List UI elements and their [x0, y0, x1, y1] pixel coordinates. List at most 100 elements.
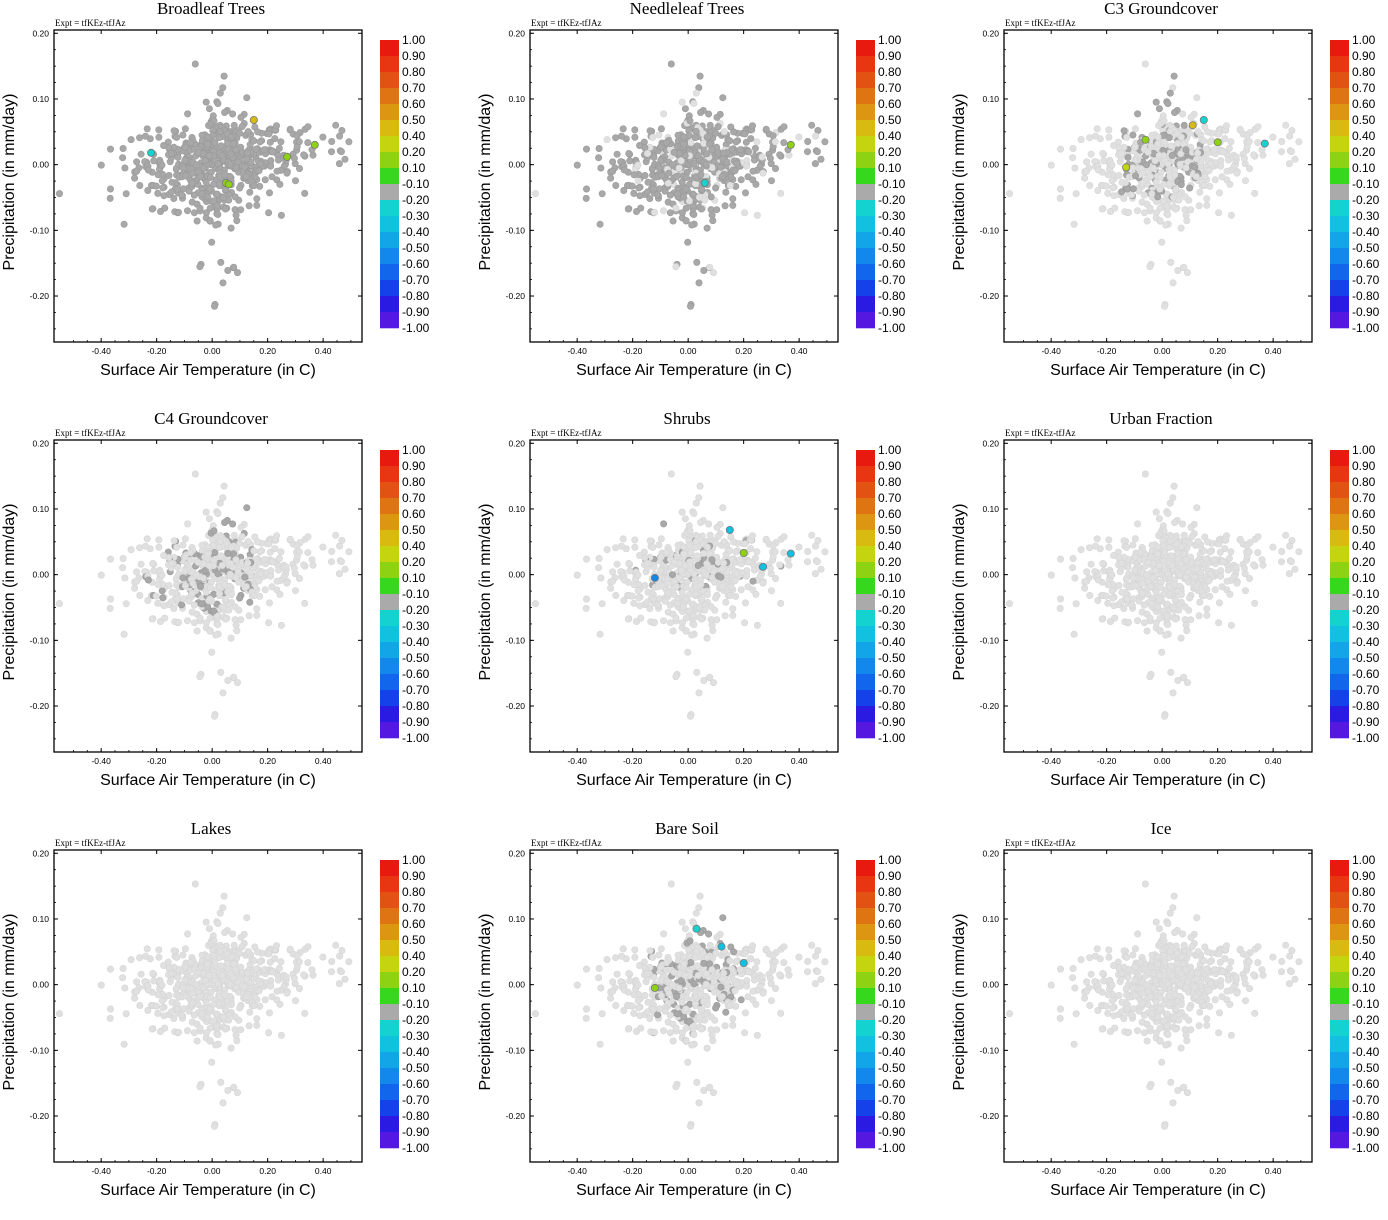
scatter-point — [150, 560, 156, 566]
colorbar-label: 0.80 — [878, 65, 902, 79]
colorbar-label: 0.70 — [402, 81, 426, 95]
scatter-point — [673, 205, 679, 211]
scatter-point — [138, 971, 144, 977]
scatter-point — [320, 544, 326, 550]
scatter-point — [231, 532, 237, 538]
scatter-point — [244, 505, 250, 511]
scatter-point — [199, 601, 205, 607]
scatter-point — [722, 203, 728, 209]
scatter-point — [237, 540, 243, 546]
scatter-point — [1296, 549, 1302, 555]
scatter-point — [583, 146, 589, 152]
scatter-point — [197, 173, 203, 179]
colorbar-swatch — [380, 690, 399, 706]
scatter-point — [1163, 222, 1169, 228]
scatter-point — [1292, 566, 1298, 572]
colorbar-swatch — [856, 120, 875, 136]
scatter-point — [171, 128, 177, 134]
scatter-point — [305, 139, 311, 145]
scatter-point — [632, 127, 638, 133]
scatter-point — [763, 536, 769, 542]
x-tick-label: 0.40 — [791, 756, 808, 766]
scatter-point — [778, 600, 784, 606]
scatter-point — [707, 122, 713, 128]
scatter-point — [612, 135, 618, 141]
scatter-point — [720, 566, 726, 572]
scatter-point — [291, 975, 297, 981]
scatter-point — [221, 519, 227, 525]
scatter-point — [305, 944, 311, 950]
scatter-point — [1132, 173, 1138, 179]
experiment-label: Expt = tfKEz-tfJAz — [55, 18, 126, 28]
scatter-point — [121, 1041, 127, 1047]
colorbar-swatch — [1330, 136, 1349, 152]
colorbar-label: 1.00 — [1352, 33, 1376, 47]
scatter-point — [1142, 61, 1148, 67]
colorbar-label: -0.70 — [878, 273, 906, 287]
scatter-point — [1279, 548, 1285, 554]
scatter-point — [160, 1005, 166, 1011]
colorbar-swatch — [856, 72, 875, 88]
scatter-point — [182, 173, 188, 179]
scatter-point — [220, 1014, 226, 1020]
highlight-point — [1123, 164, 1130, 171]
scatter-point — [168, 150, 174, 156]
scatter-point — [1057, 596, 1063, 602]
chart-title: C4 Groundcover — [154, 409, 268, 428]
scatter-point — [1099, 206, 1105, 212]
colorbar-swatch — [856, 626, 875, 642]
colorbar: 1.000.900.800.700.600.500.400.200.10-0.1… — [380, 33, 430, 335]
scatter-point — [336, 980, 342, 986]
colorbar-label: -0.60 — [1352, 667, 1380, 681]
scatter-point — [1270, 544, 1276, 550]
scatter-point — [301, 972, 307, 978]
colorbar-label: -0.40 — [878, 635, 906, 649]
scatter-point — [772, 549, 778, 555]
scatter-point — [1204, 129, 1210, 135]
scatter-point — [734, 570, 740, 576]
scatter-point — [609, 159, 615, 165]
scatter-point — [1179, 111, 1185, 117]
x-tick-label: -0.20 — [1097, 756, 1117, 766]
scatter-point — [160, 185, 166, 191]
scatter-point — [656, 165, 662, 171]
scatter-point — [1233, 564, 1239, 570]
scatter-point — [1194, 95, 1200, 101]
scatter-point — [1132, 126, 1138, 132]
scatter-point — [660, 111, 666, 117]
scatter-point — [1161, 303, 1167, 309]
scatter-point — [673, 583, 679, 589]
scatter-point — [658, 126, 664, 132]
scatter-point — [698, 172, 704, 178]
colorbar-swatch — [1330, 120, 1349, 136]
scatter-point — [233, 557, 239, 563]
scatter-point — [1088, 561, 1094, 567]
scatter-point — [742, 190, 748, 196]
scatter-point — [1171, 519, 1177, 525]
scatter-point — [1128, 602, 1134, 608]
scatter-point — [750, 578, 756, 584]
scatter-point — [748, 545, 754, 551]
y-axis-label: Precipitation (in mm/day) — [1, 94, 18, 271]
scatter-point — [1167, 500, 1173, 506]
colorbar-label: 0.70 — [1352, 81, 1376, 95]
scatter-point — [193, 162, 199, 168]
scatter-point — [632, 544, 638, 550]
scatter-point — [296, 985, 302, 991]
colorbar-swatch — [1330, 184, 1349, 200]
y-tick-label: -0.10 — [506, 635, 526, 645]
scatter-point — [1157, 186, 1163, 192]
scatter-point — [218, 1079, 224, 1085]
scatter-point — [218, 143, 224, 149]
scatter-point — [1165, 510, 1171, 516]
scatter-point — [1132, 583, 1138, 589]
scatter-point — [1157, 596, 1163, 602]
scatter-point — [1204, 612, 1210, 618]
scatter-point — [1141, 620, 1147, 626]
scatter-point — [656, 542, 662, 548]
scatter-point — [697, 519, 703, 525]
colorbar-label: -0.20 — [1352, 193, 1380, 207]
colorbar-swatch — [1330, 482, 1349, 498]
scatter-point — [618, 543, 624, 549]
scatter-point — [625, 206, 631, 212]
